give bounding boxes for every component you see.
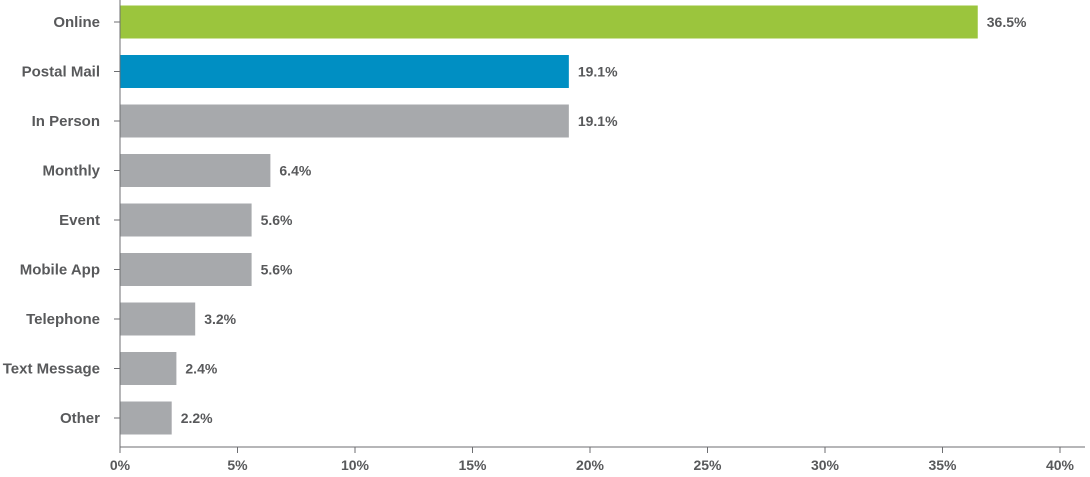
axes-group: 0% 5% 10% 15% 20% 25% 30% 35% 40% xyxy=(110,0,1085,473)
value-label-monthly: 6.4% xyxy=(279,163,311,179)
bar-online xyxy=(120,5,978,39)
category-label-text-message: Text Message xyxy=(3,361,100,378)
value-label-mobile-app: 5.6% xyxy=(261,262,293,278)
value-label-text-message: 2.4% xyxy=(185,361,217,377)
value-labels-group: 36.5% 19.1% 19.1% 6.4% 5.6% 5.6% 3.2% 2.4% 2.2% xyxy=(181,14,1027,426)
bar-mobile-app xyxy=(120,253,252,286)
bar-monthly xyxy=(120,154,271,187)
x-tick-label-15: 15% xyxy=(458,457,487,472)
category-label-event: Event xyxy=(59,212,100,229)
bar-postal-mail xyxy=(120,55,569,88)
category-label-online: Online xyxy=(53,14,100,31)
value-label-in-person: 19.1% xyxy=(578,113,618,129)
x-tick-label-35: 35% xyxy=(928,457,957,472)
x-tick-label-5: 5% xyxy=(227,457,248,472)
x-tick-label-40: 40% xyxy=(1046,457,1075,472)
value-label-online: 36.5% xyxy=(987,14,1027,30)
bar-text-message xyxy=(120,352,177,385)
bar-telephone xyxy=(120,302,196,336)
bar-event xyxy=(120,203,252,237)
value-label-postal-mail: 19.1% xyxy=(578,64,618,80)
x-tick-label-25: 25% xyxy=(693,457,722,472)
category-label-mobile-app: Mobile App xyxy=(20,262,100,279)
category-label-telephone: Telephone xyxy=(26,311,100,328)
bar-other xyxy=(120,401,172,435)
value-label-other: 2.2% xyxy=(181,410,213,426)
value-label-event: 5.6% xyxy=(261,212,293,228)
category-label-other: Other xyxy=(60,410,100,427)
x-tick-label-0: 0% xyxy=(110,457,131,472)
category-label-in-person: In Person xyxy=(32,113,100,130)
bars-group xyxy=(120,5,978,435)
x-tick-label-10: 10% xyxy=(341,457,370,472)
value-label-telephone: 3.2% xyxy=(204,311,236,327)
category-label-postal-mail: Postal Mail xyxy=(22,64,100,81)
category-label-monthly: Monthly xyxy=(43,163,101,180)
x-tick-label-30: 30% xyxy=(811,457,840,472)
x-tick-label-20: 20% xyxy=(576,457,605,472)
category-labels-group: Online Postal Mail In Person Monthly Event Mo… xyxy=(3,14,101,427)
bar-in-person xyxy=(120,104,569,138)
